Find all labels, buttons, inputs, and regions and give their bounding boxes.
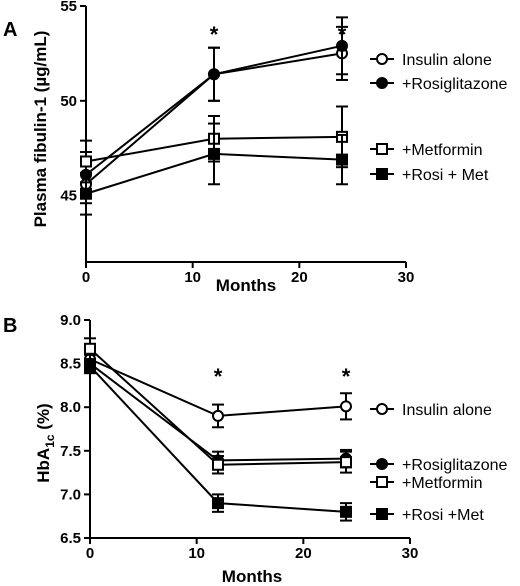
panel-a-legend-item-rosi-met: +Rosi + Met <box>370 167 489 184</box>
panel-b-series-insulin-alone-point <box>212 409 224 422</box>
panel-a-series-rosi-met <box>80 122 348 216</box>
panel-b-legend-marker <box>376 403 388 415</box>
panel-a-plot: 0 10 20 30 45 50 55 Insulin alone +Rosiglitazone… <box>60 0 507 286</box>
panel-b-series-metformin <box>84 337 352 475</box>
panel-b-y-axis-title-main: HbA <box>34 448 53 483</box>
panel-b-y-axis-title-unit: (%) <box>34 403 53 434</box>
panel-a-y-tick-label: 55 <box>60 0 77 15</box>
panel-b-legend-label: +Metformin <box>402 475 482 492</box>
panel-a-legend-marker <box>376 77 388 89</box>
panel-b-series-insulin-alone-point <box>340 400 352 413</box>
panel-b-legend-marker <box>376 458 388 470</box>
panel-b-x-tick-label: 10 <box>188 545 205 562</box>
panel-b-y-axis-title: HbA1c (%) <box>34 403 57 482</box>
panel-a-series-metformin-point <box>80 155 92 168</box>
panel-b-series-rosi-met-point <box>212 497 224 510</box>
panel-b-y-tick-label: 9.0 <box>60 312 81 329</box>
panel-b-plot: 0 10 20 30 6.5 7.0 7.5 8.0 8.5 9.0 Insulin alone +R… <box>60 312 507 562</box>
panel-b-letter: B <box>3 315 17 337</box>
panel-a-series-rosiglitazone-point <box>208 68 220 81</box>
panel-b-legend-label: +Rosi +Met <box>402 507 484 524</box>
panel-a-significance-star: * <box>338 22 347 47</box>
panel-a-legend-item-insulin-alone: Insulin alone <box>370 52 492 69</box>
panel-b-legend-item-rosiglitazone: +Rosiglitazone <box>370 457 508 474</box>
panel-b-series-rosi-met-point <box>340 505 352 518</box>
panel-b-significance-star: * <box>214 364 223 389</box>
panel-b-series-rosi-met-point <box>84 360 96 373</box>
panel-a-legend-label: +Metformin <box>402 142 482 159</box>
panel-b-series-metformin-point <box>340 456 352 469</box>
panel-a-series-rosi-met-point <box>80 187 92 200</box>
panel-b-legend-label: Insulin alone <box>402 402 492 419</box>
panel-b-y-tick-label: 8.5 <box>60 356 81 373</box>
panel-a-significance-star: * <box>210 22 219 47</box>
panel-b-legend-item-rosi-met: +Rosi +Met <box>370 507 484 524</box>
panel-a-legend-marker <box>376 168 388 180</box>
panel-a-legend-marker <box>376 143 388 155</box>
panel-a-legend-label: Insulin alone <box>402 52 492 69</box>
panel-a-x-tick-label: 20 <box>291 269 308 286</box>
panel-a-x-tick-label: 10 <box>184 269 201 286</box>
panel-b-y-tick-label: 7.0 <box>60 486 81 503</box>
panel-a-y-tick-label: 45 <box>60 188 77 205</box>
panel-a-series-rosiglitazone-point <box>336 39 348 52</box>
panel-a-series-rosi-met-point <box>208 147 220 160</box>
panel-b-legend-label: +Rosiglitazone <box>402 457 508 474</box>
panel-a-legend-label: +Rosi + Met <box>402 167 489 184</box>
panel-b-y-axis-title-subscript: 1c <box>43 434 57 448</box>
panel-a-x-axis-title: Months <box>216 276 276 295</box>
panel-b-legend-marker <box>376 476 388 488</box>
panel-a-x-tick-label: 30 <box>398 269 415 286</box>
panel-a-legend-marker <box>376 53 388 65</box>
panel-a-x-tick-label: 0 <box>82 269 90 286</box>
panel-b-significance-star: * <box>342 364 351 389</box>
panel-b-series-rosi-met <box>84 358 352 522</box>
panel-b-y-tick-label: 7.5 <box>60 443 81 460</box>
panel-b-x-tick-label: 0 <box>86 545 94 562</box>
panel-a-letter: A <box>3 19 17 41</box>
panel-a-legend-item-metformin: +Metformin <box>370 142 482 159</box>
panel-b-series-metformin-point <box>212 458 224 471</box>
panel-b-x-axis-title: Months <box>222 567 282 586</box>
panel-b-legend-item-insulin-alone: Insulin alone <box>370 402 492 419</box>
panel-a-legend-label: +Rosiglitazone <box>402 76 508 93</box>
panel-a-y-tick-label: 50 <box>60 93 77 110</box>
panel-b-y-tick-label: 8.0 <box>60 399 81 416</box>
panel-b-series-metformin-point <box>84 342 96 355</box>
panel-a-legend-item-rosiglitazone: +Rosiglitazone <box>370 76 508 93</box>
panel-b-x-tick-label: 30 <box>402 545 419 562</box>
panel-b-legend-marker <box>376 508 388 520</box>
panel-b-x-tick-label: 20 <box>295 545 312 562</box>
panel-a-y-axis-title: Plasma fibulin-1 (µg/mL) <box>31 31 50 228</box>
panel-b-y-tick-label: 6.5 <box>60 530 81 547</box>
panel-b-legend-item-metformin: +Metformin <box>370 475 482 492</box>
panel-a-series-rosi-met-point <box>336 153 348 166</box>
